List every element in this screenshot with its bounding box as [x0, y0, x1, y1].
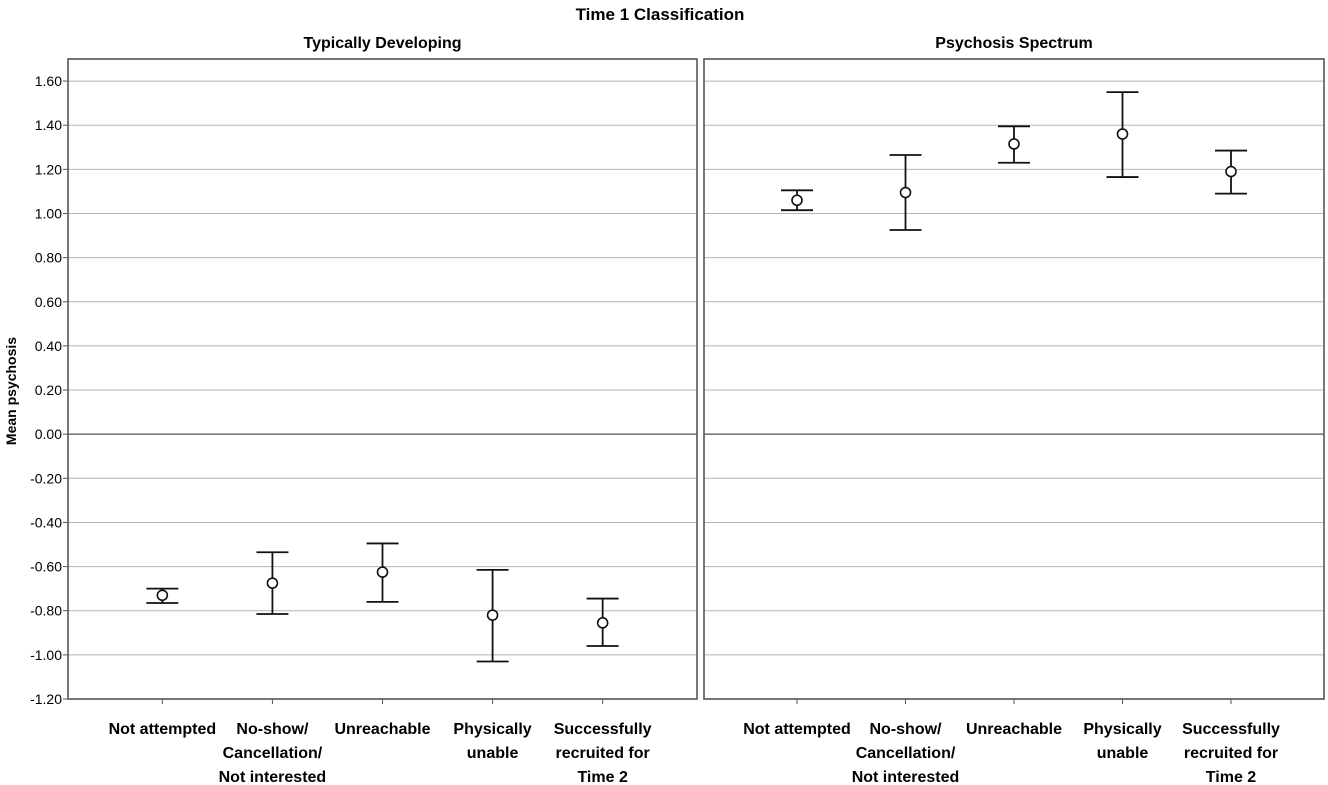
x-tick-label: No-show/Cancellation/Not interested [852, 721, 960, 785]
x-tick-label: Unreachable [334, 721, 430, 738]
panel-title: Typically Developing [304, 35, 462, 52]
plot-area: 1.60 1.40 1.20 1.00 0.80 0.60 0.40 0.20 0.00 -0.2… [30, 35, 1325, 785]
y-tick-label: -1.00 [30, 647, 62, 663]
chart-title: Time 1 Classification [576, 5, 745, 24]
error-bar [889, 154, 922, 231]
error-bar [1215, 149, 1247, 195]
error-bar [146, 587, 179, 604]
x-tick-label: Physically unable [453, 721, 531, 762]
x-tick-label: Unreachable [966, 721, 1062, 738]
y-tick-label: -0.20 [30, 470, 62, 486]
panel-psychosis-spectrum: Psychosis Spectrum Not attempted No-show/C… [703, 35, 1325, 785]
y-tick-label: 1.60 [35, 73, 62, 89]
mean-point [486, 609, 499, 621]
y-tick-label: -1.20 [30, 691, 62, 707]
panel-title: Psychosis Spectrum [935, 35, 1092, 52]
y-tick-label: 0.40 [35, 338, 62, 354]
x-tick-label: Successfully recruited for Time 2 [554, 721, 652, 785]
x-tick-label: No-show/Cancellation/Not interested [219, 721, 327, 785]
mean-point [791, 194, 803, 207]
y-tick-label: 0.20 [35, 382, 62, 398]
x-tick-label: Successfully recruited for Time 2 [1182, 721, 1280, 785]
y-tick-label: 1.00 [35, 205, 62, 221]
x-tick-label: Not attempted [743, 721, 851, 738]
mean-point [1008, 138, 1020, 150]
x-tick-label: Not attempted [109, 721, 217, 738]
error-bar [1106, 91, 1139, 178]
mean-point [1116, 128, 1129, 140]
y-tick-label: 0.00 [35, 426, 62, 442]
mean-point [596, 617, 609, 629]
y-tick-label: -0.60 [30, 559, 62, 575]
error-bar [366, 542, 399, 603]
error-bar [998, 125, 1030, 164]
y-tick-label: -0.40 [30, 514, 62, 530]
y-tick-label: -0.80 [30, 603, 62, 619]
mean-point [156, 589, 169, 602]
y-tick-label: 1.40 [35, 117, 62, 133]
mean-point [1225, 165, 1237, 178]
mean-point [376, 566, 389, 578]
error-bar [586, 597, 619, 647]
y-tick-label: 1.20 [35, 161, 62, 177]
y-tick-label: 0.80 [35, 250, 62, 266]
mean-point [266, 577, 279, 589]
mean-point [899, 186, 912, 199]
panel-typically-developing: Typically Developing Not attempted No-show… [67, 35, 698, 785]
x-tick-label: Physically unable [1083, 721, 1161, 762]
error-bar [476, 568, 509, 663]
error-bar [256, 551, 289, 615]
error-bar [781, 189, 813, 212]
y-axis-label: Mean psychosis [3, 337, 19, 445]
y-tick-label: 0.60 [35, 294, 62, 310]
